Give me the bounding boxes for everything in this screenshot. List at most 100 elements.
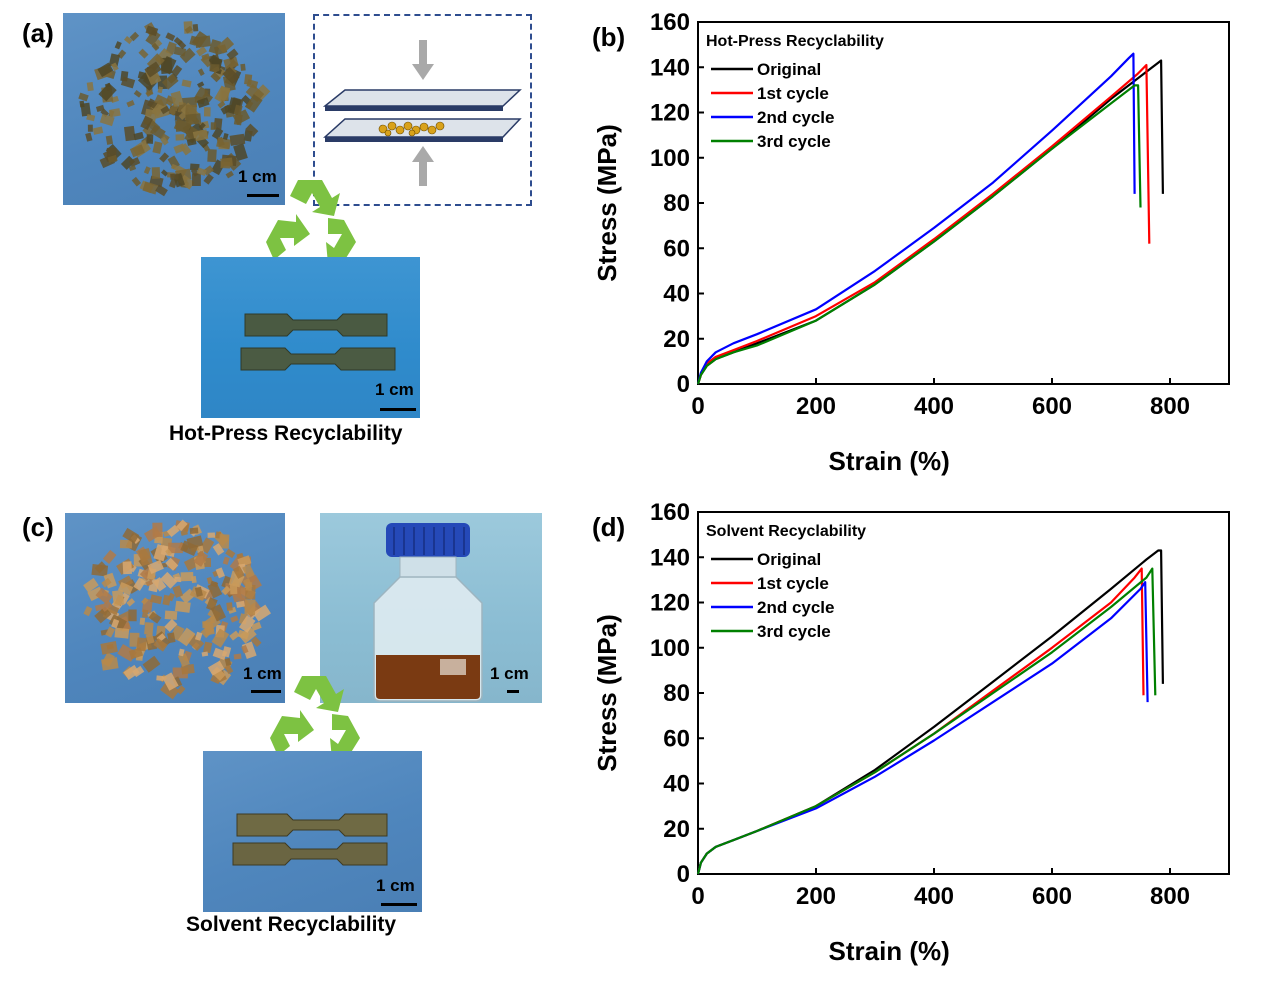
scale-label-c-left: 1 cm — [243, 664, 282, 683]
film-fragment — [79, 100, 85, 108]
legend-label: 2nd cycle — [757, 598, 835, 617]
film-fragment — [168, 542, 183, 554]
film-fragment — [239, 615, 256, 633]
film-fragment — [145, 633, 155, 645]
film-fragment — [94, 561, 107, 574]
film-fragment — [124, 35, 133, 45]
y-axis-title: Stress (MPa) — [592, 124, 622, 282]
film-fragment — [233, 653, 242, 660]
x-tick-label: 800 — [1150, 883, 1190, 910]
film-fragment — [145, 25, 159, 37]
film-fragment — [129, 632, 140, 647]
film-fragment — [165, 32, 176, 42]
film-fragment — [196, 167, 207, 177]
x-tick-label: 0 — [691, 393, 704, 420]
press-plates-drawing — [322, 40, 522, 186]
film-fragment — [210, 580, 219, 588]
y-tick-label: 120 — [650, 100, 690, 127]
film-fragment — [151, 42, 160, 51]
film-fragment — [181, 79, 192, 88]
panel-a-label: (a) — [22, 18, 54, 48]
film-fragment — [129, 144, 145, 158]
film-fragment — [240, 63, 246, 71]
film-fragment — [181, 664, 195, 675]
film-fragment — [245, 123, 259, 137]
y-tick-label: 0 — [677, 861, 690, 888]
film-fragment — [95, 587, 113, 605]
film-fragment — [207, 149, 217, 163]
film-fragment — [133, 90, 142, 98]
film-fragment — [233, 113, 243, 126]
y-tick-label: 40 — [663, 281, 690, 308]
film-fragment — [184, 25, 193, 34]
film-fragment — [145, 29, 161, 46]
film-fragment — [224, 657, 232, 666]
film-fragment — [102, 549, 117, 564]
legend-label: 3rd cycle — [757, 132, 831, 151]
film-fragment — [209, 64, 220, 72]
film-fragment — [225, 548, 236, 559]
scale-label-c-right: 1 cm — [490, 664, 529, 683]
film-fragment — [172, 585, 184, 598]
film-fragment — [201, 53, 210, 61]
dogbone-photo-c — [203, 751, 422, 912]
panel-d-label: (d) — [592, 512, 626, 542]
film-fragment — [122, 527, 140, 544]
x-tick-label: 800 — [1150, 393, 1190, 420]
film-fragment — [123, 664, 140, 680]
film-fragment — [141, 597, 149, 605]
film-fragment — [140, 115, 153, 130]
scale-bar-c-right — [507, 690, 519, 693]
x-tick-label: 0 — [691, 883, 704, 910]
film-fragment — [245, 94, 263, 113]
film-fragment — [145, 579, 154, 587]
film-fragment — [244, 599, 256, 615]
dogbone-specimens-image — [240, 313, 396, 371]
film-fragment — [170, 163, 179, 171]
film-fragment — [178, 174, 195, 190]
x-tick-label: 600 — [1032, 883, 1072, 910]
film-fragment — [111, 618, 120, 629]
film-fragment — [122, 561, 133, 575]
caption-hot-press: Hot-Press Recyclability — [169, 422, 403, 445]
film-fragment — [189, 527, 199, 534]
film-fragment — [212, 647, 228, 661]
film-fragment — [156, 675, 164, 681]
film-fragment — [221, 585, 231, 596]
film-fragment — [210, 72, 221, 83]
film-fragment — [110, 62, 119, 72]
film-fragment — [177, 40, 187, 50]
legend-label: Original — [757, 550, 821, 569]
film-fragment — [224, 664, 234, 675]
y-tick-label: 160 — [650, 9, 690, 36]
film-fragment — [86, 113, 96, 122]
stress-strain-chart-hot-press: 0 200 400 600 800 0 20 40 60 80 100 120 140 160 Strain… — [592, 9, 1230, 476]
series-line-2nd-cycle — [696, 52, 1136, 385]
film-fragment — [216, 137, 232, 150]
film-fragment — [152, 141, 163, 154]
film-fragment — [114, 627, 130, 639]
film-fragment — [108, 108, 121, 118]
film-fragment — [146, 134, 154, 144]
film-fragment — [207, 581, 223, 599]
film-fragment — [162, 594, 171, 606]
dogbone-specimens-image — [232, 813, 388, 866]
film-fragment — [173, 46, 187, 57]
film-fragment — [217, 36, 235, 54]
film-fragment — [142, 181, 159, 195]
film-fragment — [131, 176, 142, 187]
film-fragment — [132, 665, 145, 678]
y-tick-label: 60 — [663, 725, 690, 752]
film-fragment — [176, 685, 186, 695]
film-fragment — [185, 113, 202, 126]
film-fragment — [233, 104, 243, 116]
film-fragment — [222, 132, 229, 140]
y-tick-label: 80 — [663, 190, 690, 217]
film-fragment — [144, 61, 162, 78]
film-fragment — [105, 135, 114, 145]
film-fragment — [159, 152, 170, 163]
film-fragment — [157, 86, 164, 94]
film-fragment — [197, 81, 205, 88]
series-line-1st-cycle — [696, 63, 1151, 385]
film-fragment — [226, 48, 239, 61]
